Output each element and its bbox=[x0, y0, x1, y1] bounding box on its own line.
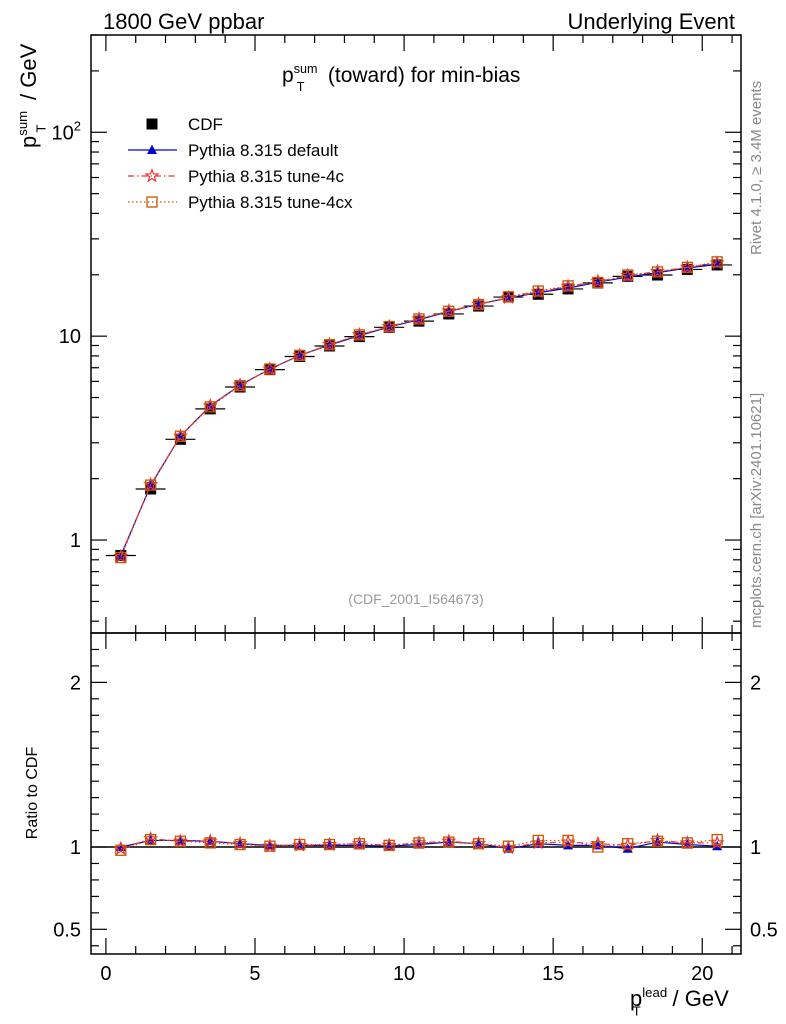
ratio-point bbox=[532, 834, 544, 847]
main-y-tick-label: 102 bbox=[52, 118, 81, 144]
main-series-0 bbox=[105, 259, 733, 561]
ratio-series-group bbox=[91, 830, 741, 856]
ratio-point bbox=[472, 838, 485, 850]
ratio-point bbox=[323, 838, 336, 851]
main-series-3 bbox=[115, 256, 723, 564]
main-point bbox=[144, 479, 157, 491]
header-left: 1800 GeV ppbar bbox=[103, 9, 264, 34]
ratio-point bbox=[383, 839, 395, 852]
main-point bbox=[472, 298, 485, 311]
legend-item: CDF bbox=[146, 115, 223, 134]
main-point bbox=[353, 329, 365, 341]
main-series-line bbox=[120, 261, 718, 558]
ratio-y-tick-label-right: 2 bbox=[750, 672, 761, 694]
main-point bbox=[323, 339, 336, 351]
ratio-y-tick-label: 2 bbox=[70, 672, 81, 694]
analysis-watermark: (CDF_2001_I564673) bbox=[348, 591, 483, 607]
main-point bbox=[413, 313, 425, 325]
main-title-text: psum T (toward) for min-bias bbox=[282, 62, 520, 94]
ratio-point bbox=[413, 839, 424, 849]
ratio-point bbox=[174, 835, 187, 847]
main-point bbox=[115, 551, 127, 564]
x-tick-label: 0 bbox=[100, 963, 111, 985]
ratio-point bbox=[592, 841, 604, 853]
main-point bbox=[234, 379, 246, 392]
ratio-point bbox=[681, 837, 693, 849]
ratio-y-tick-label: 1 bbox=[70, 837, 81, 859]
legend-marker bbox=[144, 168, 160, 183]
x-tick-label: 5 bbox=[249, 963, 260, 985]
main-point bbox=[651, 266, 664, 278]
ratio-point bbox=[115, 844, 127, 856]
x-tick-label: 10 bbox=[393, 963, 415, 985]
main-point bbox=[264, 363, 276, 375]
mcplots-reference-label: mcplots.cern.ch [arXiv:2401.10621] bbox=[748, 393, 765, 628]
legend-marker bbox=[147, 144, 157, 155]
ratio-point bbox=[413, 837, 425, 849]
legend-label: Pythia 8.315 tune-4c bbox=[188, 167, 344, 186]
legend-marker bbox=[146, 118, 158, 130]
ratio-point bbox=[294, 838, 306, 851]
header-right: Underlying Event bbox=[567, 9, 735, 34]
main-point bbox=[532, 285, 544, 297]
ratio-point bbox=[264, 840, 276, 852]
main-y-axis-label: psum T / GeV bbox=[15, 43, 49, 148]
ratio-y-axis-label: Ratio to CDF bbox=[24, 747, 41, 840]
main-point bbox=[563, 282, 574, 293]
main-point bbox=[294, 349, 306, 362]
ratio-y-tick-label: 0.5 bbox=[53, 919, 81, 941]
main-point bbox=[622, 269, 634, 281]
main-point bbox=[711, 256, 723, 268]
ratio-point bbox=[234, 838, 246, 851]
ratio-series-line bbox=[120, 838, 718, 851]
ratio-point bbox=[145, 835, 156, 845]
ratio-point bbox=[354, 839, 365, 850]
ratio-axis-ticks: 0 5 10 15 20 0.5 0.5 1 1 2 2 bbox=[53, 633, 778, 985]
ratio-point bbox=[622, 838, 634, 850]
ratio-y-tick-label-right: 1 bbox=[750, 837, 761, 859]
main-point bbox=[502, 291, 515, 303]
legend-item: Pythia 8.315 default bbox=[128, 141, 339, 160]
x-axis-label: plead T / GeV bbox=[630, 985, 729, 1019]
ratio-point bbox=[592, 839, 603, 850]
main-point bbox=[562, 280, 574, 292]
legend-marker bbox=[146, 196, 158, 208]
x-axis-label-text: plead T / GeV bbox=[630, 985, 729, 1019]
main-point bbox=[443, 305, 455, 317]
x-tick-label: 15 bbox=[542, 963, 564, 985]
main-title: psum T (toward) for min-bias bbox=[282, 62, 520, 94]
ratio-point bbox=[502, 840, 515, 852]
ratio-point bbox=[353, 838, 365, 850]
main-point bbox=[681, 261, 693, 274]
ratio-point bbox=[711, 833, 723, 846]
legend-label: CDF bbox=[188, 115, 223, 134]
legend-label: Pythia 8.315 tune-4cx bbox=[188, 193, 353, 212]
ratio-point bbox=[204, 837, 216, 849]
main-point bbox=[204, 401, 216, 413]
ratio-y-tick-label-right: 0.5 bbox=[750, 919, 778, 941]
main-point bbox=[174, 430, 187, 442]
legend-item: Pythia 8.315 tune-4c bbox=[128, 167, 344, 186]
ratio-point bbox=[682, 839, 693, 849]
x-tick-label: 20 bbox=[691, 963, 713, 985]
legend-item: Pythia 8.315 tune-4cx bbox=[128, 193, 353, 212]
main-y-axis-label-text: psum T / GeV bbox=[15, 43, 49, 148]
ratio-point bbox=[443, 836, 455, 848]
legend: CDF Pythia 8.315 default Pythia 8.315 tune… bbox=[128, 115, 353, 212]
main-series-group bbox=[105, 255, 733, 564]
main-y-tick-label: 10 bbox=[59, 326, 81, 348]
ratio-point bbox=[562, 834, 574, 847]
main-point bbox=[592, 276, 604, 289]
ratio-plot-frame bbox=[90, 632, 742, 955]
main-axis-ticks: 1 10 102 bbox=[52, 34, 741, 633]
legend-label: Pythia 8.315 default bbox=[188, 141, 339, 160]
ratio-point bbox=[144, 833, 157, 846]
rivet-version-label: Rivet 4.1.0, ≥ 3.4M events bbox=[748, 81, 765, 255]
main-point bbox=[383, 320, 395, 333]
ratio-point bbox=[651, 835, 664, 847]
main-y-tick-label: 1 bbox=[70, 530, 81, 552]
ratio-series-2 bbox=[115, 833, 723, 856]
